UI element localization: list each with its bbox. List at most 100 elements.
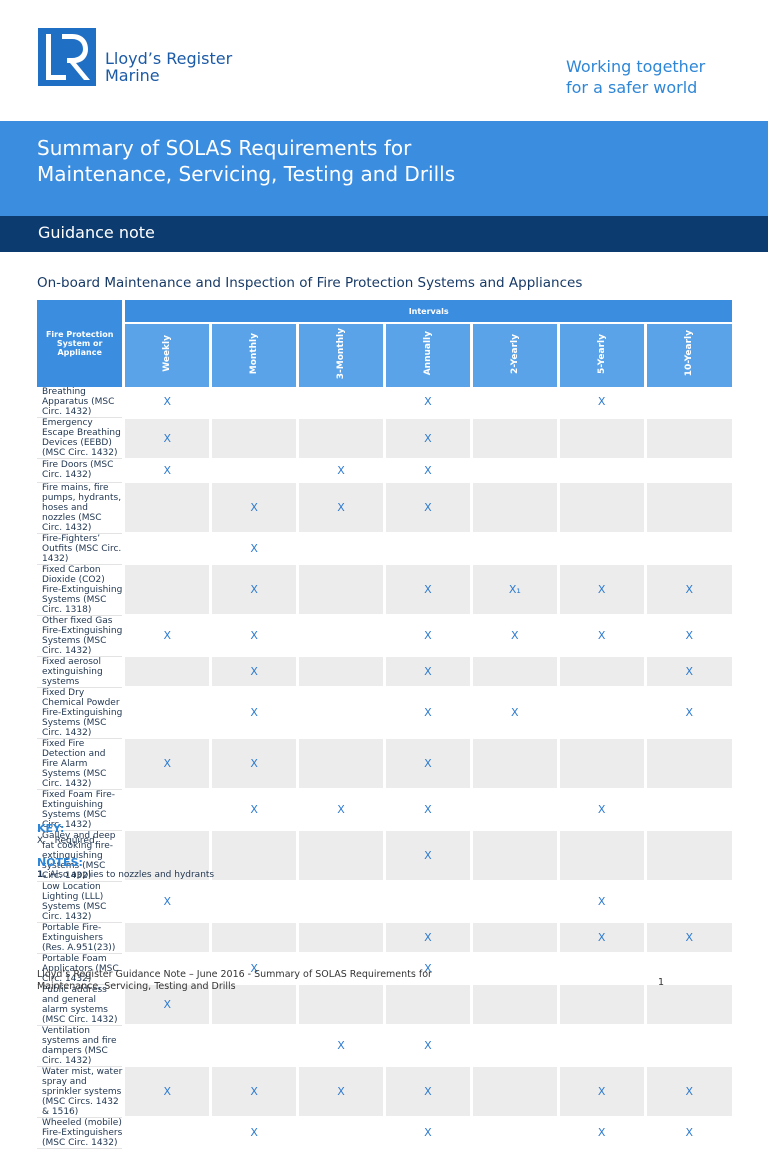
table-row: Portable Foam Applicators (MSC Circ. 143… <box>37 953 732 985</box>
cell: X <box>209 1117 298 1149</box>
notes-title: NOTES: <box>37 856 83 869</box>
cell <box>122 564 211 616</box>
interval-header: Weekly <box>122 322 211 387</box>
cell <box>469 830 559 882</box>
cell: X <box>383 417 472 460</box>
row-label: Galley and deep fat cooking fire-extingu… <box>37 830 124 882</box>
cell: X <box>209 533 298 565</box>
row-label: Fire mains, fire pumps, hydrants, hoses … <box>37 482 124 534</box>
cell <box>469 738 559 790</box>
interval-header: 2-Yearly <box>469 322 559 387</box>
cell: X <box>383 687 472 739</box>
cell <box>643 789 732 831</box>
page-number: 1 <box>658 977 665 988</box>
cell <box>643 417 732 460</box>
table-row: Fixed Dry Chemical Powder Fire-Extinguis… <box>37 687 732 739</box>
subtitle: Guidance note <box>38 223 155 242</box>
tagline-line: Working together <box>566 57 706 76</box>
cell <box>209 387 298 419</box>
row-label: Water mist, water spray and sprinkler sy… <box>37 1066 124 1118</box>
note-text: Also applies to nozzles and hydrants <box>49 870 215 880</box>
cell <box>469 1025 559 1067</box>
cell <box>383 984 472 1026</box>
tagline-line: for a safer world <box>566 78 698 97</box>
cell <box>296 615 385 657</box>
key-symbol: X <box>37 836 44 846</box>
cell: X <box>556 1117 646 1149</box>
title-line: Summary of SOLAS Requirements for <box>37 136 412 160</box>
cell <box>643 738 732 790</box>
interval-label: 2-Yearly <box>509 333 520 374</box>
table-row: Fixed Fire Detection and Fire Alarm Syst… <box>37 738 732 790</box>
key-meaning: Required <box>54 836 95 846</box>
table-row: Fixed Carbon Dioxide (CO2) Fire-Extingui… <box>37 564 732 616</box>
interval-label: 5-Yearly <box>596 333 607 374</box>
interval-header: Annually <box>383 322 472 387</box>
cell <box>296 881 385 923</box>
cell <box>643 984 732 1026</box>
cell: X <box>556 564 646 616</box>
cell <box>469 533 559 565</box>
footer-line: Lloyd’s Register Guidance Note – June 20… <box>37 969 432 980</box>
row-label: Fixed Foam Fire-Extinguishing Systems (M… <box>37 789 124 831</box>
cell <box>209 922 298 954</box>
table-row: Portable Fire-Extinguishers (Res. A.951(… <box>37 922 732 954</box>
cell <box>469 458 559 483</box>
banner-title: Summary of SOLAS Requirements for Mainte… <box>37 135 455 187</box>
header-row: Fire Protection System or Appliance Inter… <box>37 300 732 387</box>
cell <box>469 387 559 419</box>
cell <box>209 881 298 923</box>
cell <box>643 482 732 534</box>
row-label: Breathing Apparatus (MSC Circ. 1432) <box>37 387 124 418</box>
table-row: Fire Doors (MSC Circ. 1432) X X X <box>37 458 732 483</box>
cell <box>296 656 385 688</box>
cell <box>296 984 385 1026</box>
footer-line: Maintenance, Servicing, Testing and Dril… <box>37 981 236 992</box>
section-title: On-board Maintenance and Inspection of F… <box>37 275 583 291</box>
cell <box>209 458 298 483</box>
cell: X <box>209 615 298 657</box>
cell: X <box>209 1066 298 1118</box>
cell: X <box>383 789 472 831</box>
cell: X <box>383 458 472 483</box>
cell <box>383 881 472 923</box>
page: Summary of SOLAS Requirements {"header":… <box>0 28 768 1149</box>
cell: X <box>296 1025 385 1067</box>
cell <box>556 1025 646 1067</box>
cell: X <box>383 953 472 985</box>
cell: X <box>209 953 298 985</box>
cell <box>556 738 646 790</box>
cell <box>122 482 211 534</box>
notes: NOTES: 1. Also applies to nozzles and hy… <box>37 856 214 882</box>
cell <box>122 1025 211 1067</box>
cell: X <box>209 738 298 790</box>
cell: X <box>383 1066 472 1118</box>
table-row: Fixed aerosol extinguishing systems X X X <box>37 656 732 688</box>
cell <box>556 953 646 985</box>
cell: X <box>122 615 211 657</box>
cell: X <box>383 922 472 954</box>
group-header: Intervals <box>122 300 732 323</box>
interval-label: Weekly <box>162 335 173 372</box>
cell <box>383 533 472 565</box>
cell <box>296 830 385 882</box>
table-row: Low Location Lighting (LLL) Systems (MSC… <box>37 881 732 923</box>
logo-sub: Marine <box>105 66 160 85</box>
footer: Lloyd’s Register Guidance Note – June 20… <box>37 969 432 993</box>
logo-mark <box>38 28 96 86</box>
cell <box>209 984 298 1026</box>
cell: X <box>383 738 472 790</box>
cell <box>643 953 732 985</box>
cell <box>469 789 559 831</box>
interval-header: 10-Yearly <box>643 322 732 387</box>
column-header: Fire Protection System or Appliance <box>37 300 124 387</box>
table-row: Wheeled (mobile) Fire-Extinguishers (MSC… <box>37 1117 732 1149</box>
cell <box>122 922 211 954</box>
cell: X <box>296 458 385 483</box>
row-label: Ventilation systems and fire dampers (MS… <box>37 1025 124 1067</box>
cell: X <box>296 1066 385 1118</box>
cell <box>556 830 646 882</box>
cell <box>643 830 732 882</box>
row-label: Fixed Dry Chemical Powder Fire-Extinguis… <box>37 687 124 739</box>
cell: X <box>469 615 559 657</box>
